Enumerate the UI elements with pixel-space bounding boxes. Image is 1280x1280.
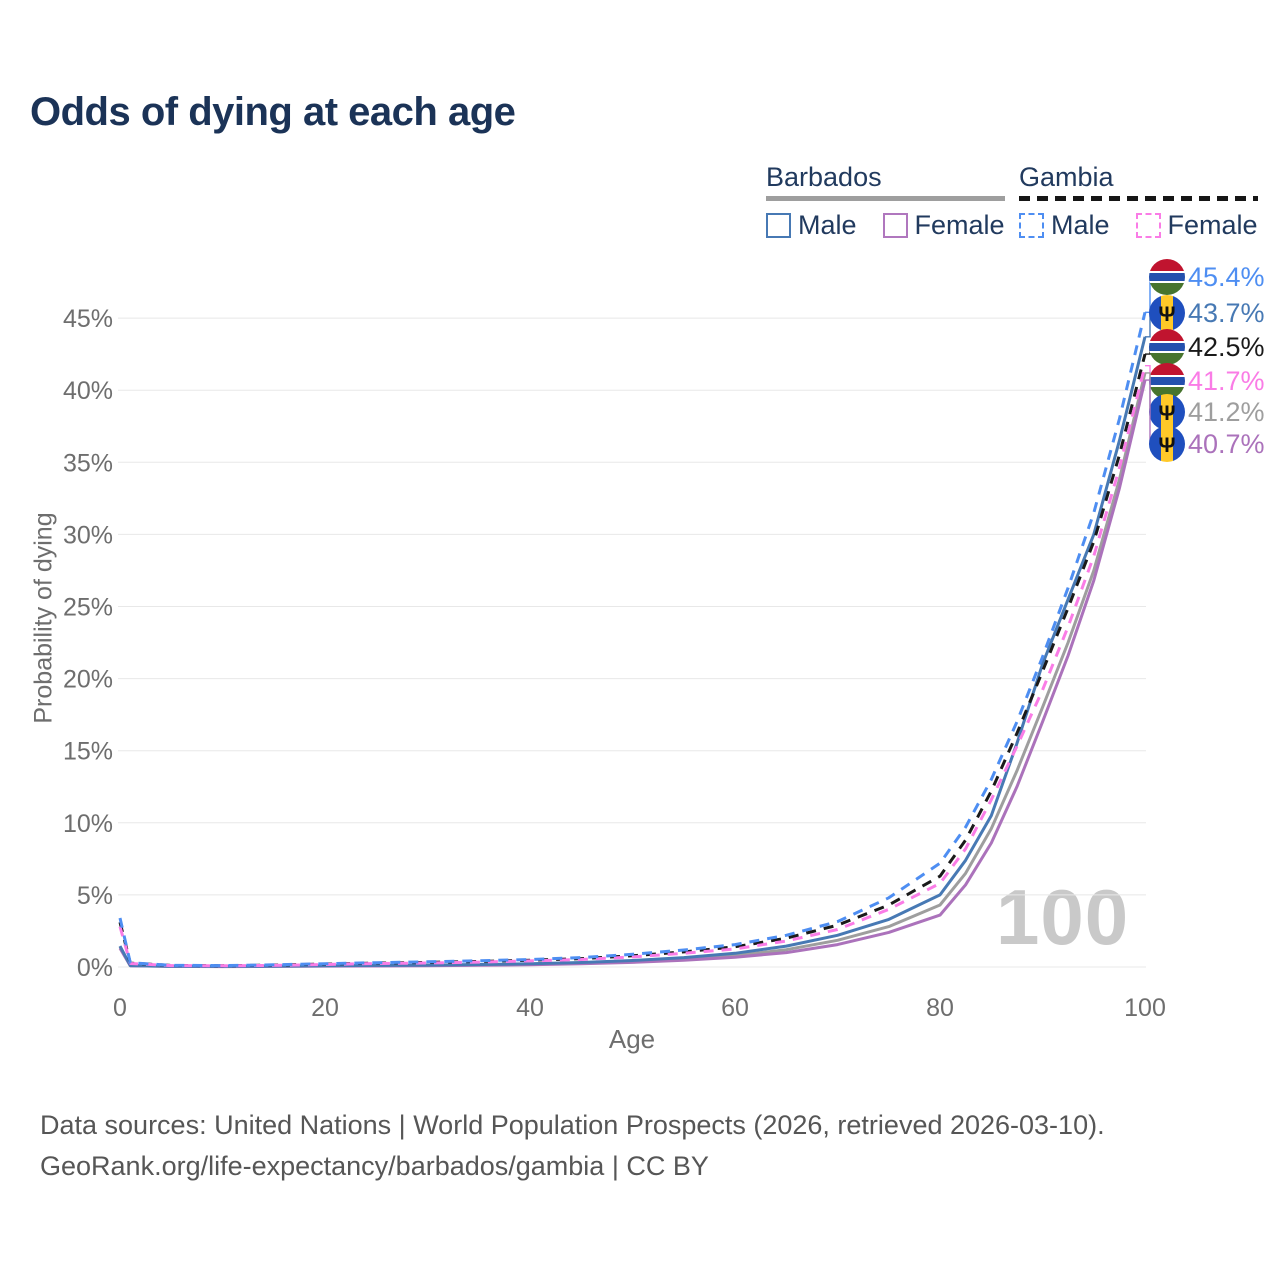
age-cursor-watermark: 100 [996,873,1130,961]
trident-glyph: Ψ [1159,303,1176,326]
x-tick-label: 40 [516,994,544,1022]
legend-item-gambia-female[interactable]: Female [1135,210,1258,241]
series-line-gambia-female[interactable] [118,365,1147,968]
y-tick-label: 25% [63,594,113,622]
data-source-footer: Data sources: United Nations | World Pop… [40,1105,1105,1187]
page-title: Odds of dying at each age [30,90,516,134]
y-tick-label: 5% [77,882,113,910]
flag-gambia-icon [1149,259,1185,295]
flag-gambia-icon [1149,329,1185,365]
legend-group-gambia: Gambia Male Female [1019,162,1258,241]
series-line-barbados-female[interactable] [118,379,1147,969]
series-line-barbados-male[interactable] [118,336,1147,968]
series-line-gambia-male[interactable] [118,311,1147,968]
flag-barbados-icon: Ψ [1149,295,1185,331]
barbados-female-swatch-icon [882,213,908,238]
flag-gambia-icon [1149,363,1185,399]
y-tick-label: 0% [77,954,113,982]
end-value-label-barbados-female: 40.7% [1188,429,1265,459]
end-value-label-barbados-male: 43.7% [1188,298,1265,328]
legend-item-label: Female [1167,210,1258,240]
y-tick-label: 35% [63,449,113,477]
y-tick-label: 40% [63,377,113,405]
y-tick-label: 10% [63,810,113,838]
y-tick-label: 45% [63,305,113,333]
legend-item-barbados-female[interactable]: Female [882,210,1005,241]
x-tick-label: 80 [926,994,954,1022]
legend-title-gambia[interactable]: Gambia [1019,162,1114,192]
legend-title-barbados[interactable]: Barbados [766,162,882,192]
gambia-combined-line-swatch-icon [1019,196,1258,201]
legend-group-barbados: Barbados Male Female [766,162,1005,241]
end-value-label-gambia: 42.5% [1188,332,1265,362]
y-tick-label: 20% [63,666,113,694]
legend-item-label: Female [914,210,1005,240]
end-value-label-barbados: 41.2% [1188,397,1265,427]
barbados-combined-line-swatch-icon [766,196,1005,201]
series-line-gambia[interactable] [118,353,1147,968]
trident-glyph: Ψ [1159,402,1176,425]
y-tick-label: 15% [63,738,113,766]
x-tick-label: 20 [311,994,339,1022]
end-value-label-gambia-male: 45.4% [1188,262,1265,292]
flag-barbados-icon: Ψ [1149,426,1185,462]
x-tick-label: 100 [1124,994,1166,1022]
footer-line-sources: Data sources: United Nations | World Pop… [40,1110,1105,1140]
footer-line-attribution: GeoRank.org/life-expectancy/barbados/gam… [40,1151,709,1181]
legend-item-label: Male [1051,210,1110,240]
legend-item-label: Male [798,210,857,240]
legend-item-barbados-male[interactable]: Male [766,210,857,241]
x-axis-title: Age [608,1024,656,1054]
x-tick-label: 0 [113,994,127,1022]
legend-item-gambia-male[interactable]: Male [1019,210,1110,241]
x-tick-label: 60 [721,994,749,1022]
gambia-male-swatch-icon [1019,213,1044,238]
gambia-female-swatch-icon [1135,213,1161,238]
y-tick-label: 30% [63,521,113,549]
barbados-male-swatch-icon [766,213,791,238]
end-value-label-gambia-female: 41.7% [1188,366,1265,396]
flag-barbados-icon: Ψ [1149,394,1185,430]
trident-glyph: Ψ [1159,434,1176,457]
